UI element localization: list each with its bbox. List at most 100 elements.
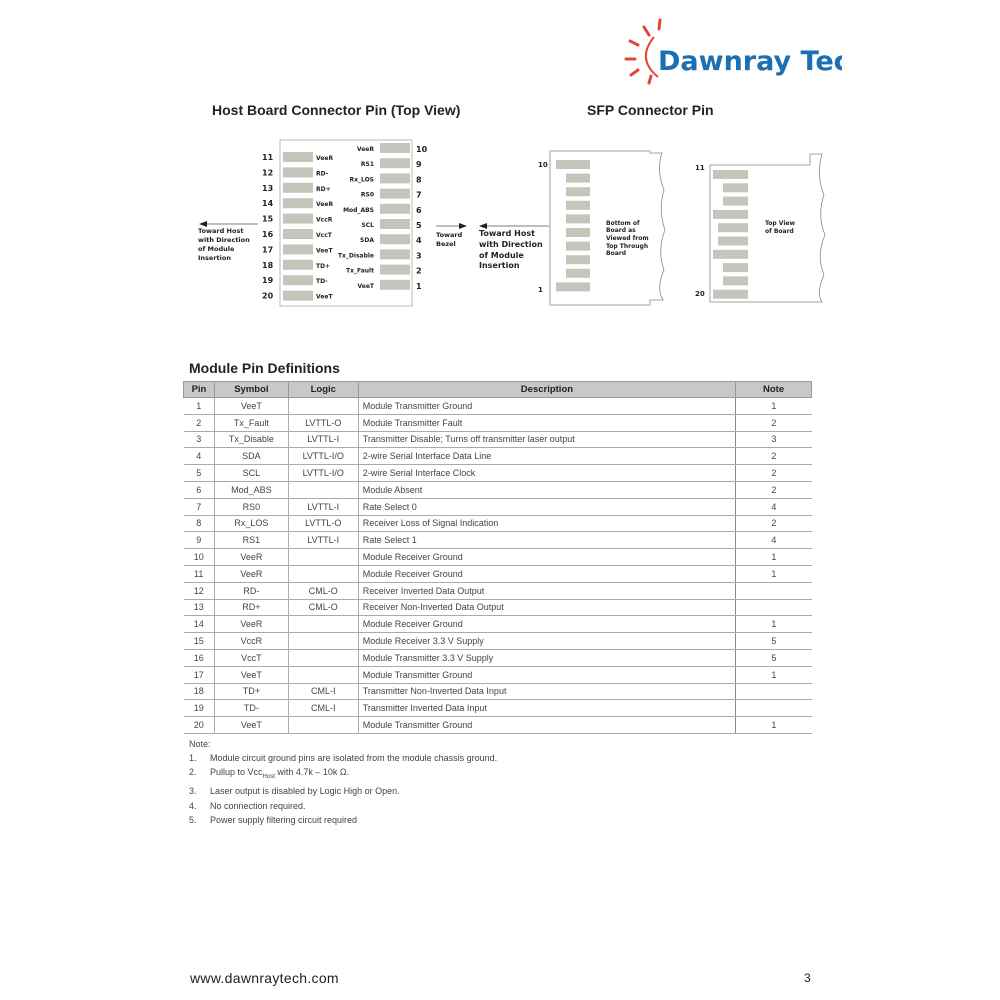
pin-number: 6 — [416, 206, 422, 215]
cell-note — [735, 599, 812, 617]
pin-pad — [556, 160, 590, 169]
table-row: 17 VeeT Module Transmitter Ground 1 — [183, 666, 812, 684]
cell-description: Module Absent — [357, 481, 736, 499]
cell-symbol: SDA — [213, 447, 289, 466]
cell-logic: LVTTL-O — [287, 515, 359, 533]
cell-note: 1 — [735, 615, 812, 634]
pin-pad — [283, 213, 313, 224]
notes-heading: Note: — [189, 739, 211, 749]
pin-label: VeeT — [316, 294, 333, 301]
cell-pin: 19 — [183, 699, 215, 718]
header-logic: Logic — [287, 381, 359, 398]
pin-pad — [380, 219, 410, 229]
cell-description: Rate Select 1 — [357, 531, 736, 550]
pin-pad — [566, 255, 590, 265]
toward-host-label: of Module — [198, 245, 235, 253]
table-title: Module Pin Definitions — [189, 360, 340, 376]
cell-logic — [287, 481, 359, 499]
cell-pin: 12 — [183, 582, 215, 600]
cell-note: 2 — [735, 481, 812, 499]
cell-pin: 11 — [183, 565, 215, 583]
footer-url[interactable]: www.dawnraytech.com — [190, 970, 339, 986]
pin-number: 10 — [416, 145, 428, 154]
pin-number: 13 — [262, 184, 273, 193]
note-item: 1. Module circuit ground pins are isolate… — [189, 753, 498, 764]
cell-logic: CML-O — [287, 599, 359, 617]
pin-pad — [380, 188, 410, 199]
cell-note: 1 — [735, 666, 812, 684]
cell-description: Module Transmitter Ground — [357, 397, 736, 415]
pin-number: 18 — [262, 261, 274, 270]
pin-pad — [380, 203, 410, 214]
table-row: 20 VeeT Module Transmitter Ground 1 — [183, 716, 812, 734]
pin-pad — [718, 223, 748, 233]
cell-pin: 9 — [183, 531, 215, 550]
cell-logic — [287, 615, 359, 634]
cell-symbol: VeeR — [213, 615, 289, 634]
table-row: 15 VccR Module Receiver 3.3 V Supply 5 — [183, 632, 812, 650]
cell-logic — [287, 716, 359, 734]
header-symbol: Symbol — [213, 381, 289, 398]
cell-symbol: VccR — [213, 632, 289, 650]
cell-description: Receiver Loss of Signal Indication — [357, 515, 736, 533]
pin-number: 10 — [538, 161, 548, 169]
cell-symbol: RS0 — [213, 498, 289, 516]
pin-pad — [283, 229, 313, 239]
pin-pad — [283, 198, 313, 209]
cell-logic — [287, 632, 359, 650]
sfp-connector-title: SFP Connector Pin — [587, 102, 714, 118]
pin-pad — [713, 249, 748, 259]
pin-pad — [556, 282, 590, 292]
pin-definitions-table: Pin Symbol Logic Description Note 1 VeeT M… — [183, 381, 812, 734]
cell-note: 1 — [735, 548, 812, 566]
pin-label: VeeR — [357, 146, 374, 153]
pin-pad — [723, 276, 748, 286]
pin-number: 5 — [416, 221, 422, 230]
pin-number: 20 — [695, 290, 705, 298]
cell-pin: 2 — [183, 414, 215, 432]
cell-description: Receiver Inverted Data Output — [357, 582, 736, 600]
logo: Dawnray Tech — [622, 15, 869, 85]
table-row: 2 Tx_Fault LVTTL-O Module Transmitter Fault… — [183, 414, 812, 432]
cell-logic: CML-I — [287, 683, 359, 701]
table-row: 1 VeeT Module Transmitter Ground 1 — [183, 397, 812, 415]
note-item: 2. Pullup to VccHost with 4.7k – 10k Ω. — [189, 767, 350, 781]
sfp-toward-host-label: of Module — [479, 251, 524, 260]
sfp-bottom-outline — [549, 150, 666, 306]
cell-logic: LVTTL-I — [287, 431, 359, 449]
cell-logic — [287, 649, 359, 667]
cell-note: 1 — [735, 565, 812, 583]
top-view-label: Top View — [765, 220, 795, 227]
pin-label: VeeT — [316, 247, 333, 254]
pin-number: 16 — [262, 230, 274, 239]
cell-note: 4 — [735, 498, 812, 516]
bottom-view-label: Top Through — [606, 243, 648, 250]
table-row: 6 Mod_ABS Module Absent 2 — [183, 481, 812, 499]
cell-note: 2 — [735, 515, 812, 533]
toward-host-label: Insertion — [198, 254, 231, 262]
pin-label: TD+ — [316, 263, 330, 270]
cell-logic: LVTTL-I — [287, 498, 359, 516]
cell-note: 1 — [735, 397, 812, 415]
cell-symbol: SCL — [213, 464, 289, 482]
host-board-title: Host Board Connector Pin (Top View) — [212, 102, 461, 118]
pin-pad — [566, 214, 590, 224]
pin-number: 9 — [416, 160, 422, 169]
pin-pad — [718, 236, 748, 246]
cell-description: Rate Select 0 — [357, 498, 736, 516]
pin-number: 20 — [262, 292, 274, 301]
pin-label: Mod_ABS — [343, 207, 374, 214]
pin-label: VccT — [316, 232, 333, 239]
cell-symbol: Rx_LOS — [213, 515, 289, 533]
pin-label: Tx_Fault — [346, 268, 374, 275]
cell-note: 2 — [735, 447, 812, 466]
pin-label: RS1 — [361, 161, 374, 168]
cell-symbol: VeeT — [213, 397, 289, 415]
pin-pad — [566, 241, 590, 251]
cell-description: 2-wire Serial Interface Clock — [357, 464, 736, 482]
bottom-view-label: Board — [606, 250, 626, 257]
pin-label: Rx_LOS — [349, 176, 374, 183]
cell-pin: 3 — [183, 431, 215, 449]
cell-pin: 20 — [183, 716, 215, 734]
cell-note: 5 — [735, 632, 812, 650]
